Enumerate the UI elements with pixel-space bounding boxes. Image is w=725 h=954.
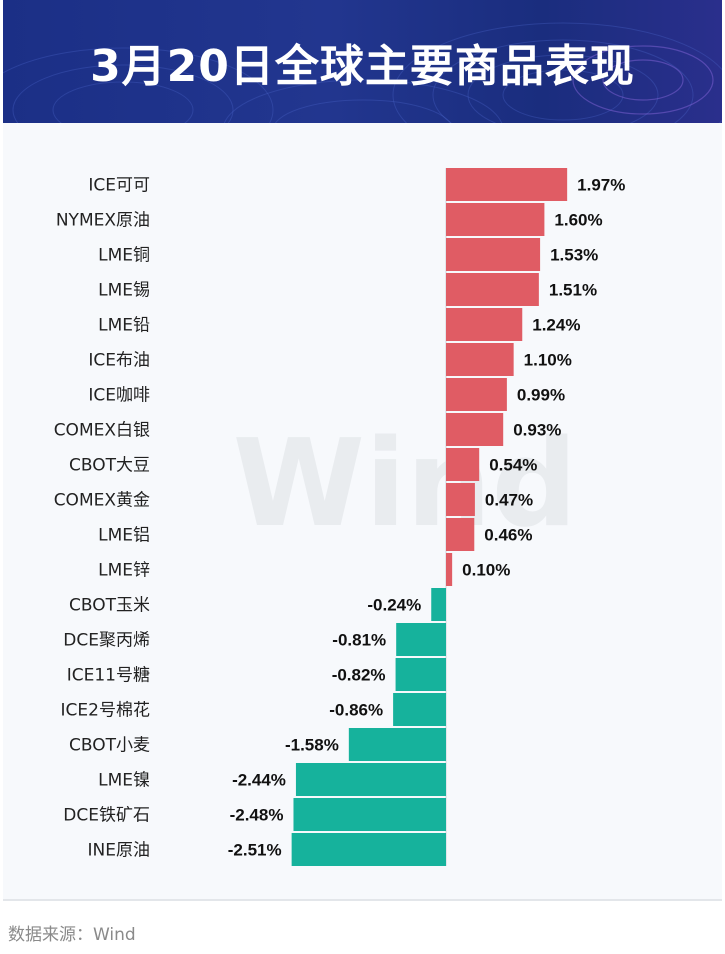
bar	[295, 763, 446, 796]
value-label: 1.53%	[550, 246, 598, 265]
value-label: 0.99%	[517, 386, 565, 405]
value-label: -2.51%	[228, 841, 282, 860]
category-label: LME铅	[98, 316, 150, 336]
value-label: 1.51%	[549, 281, 597, 300]
bar	[446, 448, 480, 481]
category-label: LME铝	[98, 526, 150, 546]
bar	[395, 658, 446, 691]
bar	[446, 308, 523, 341]
bar	[446, 238, 541, 271]
category-label: CBOT玉米	[69, 596, 150, 616]
value-label: -0.81%	[332, 631, 386, 650]
value-label: 0.93%	[513, 421, 561, 440]
category-label: DCE铁矿石	[63, 806, 150, 826]
bar	[291, 833, 446, 866]
bar	[446, 518, 475, 551]
bar	[446, 203, 545, 236]
category-label: ICE11号糖	[67, 666, 150, 686]
value-label: -1.58%	[285, 736, 339, 755]
category-label: NYMEX原油	[56, 211, 150, 231]
bar	[348, 728, 446, 761]
panel-divider	[3, 899, 722, 901]
bar	[446, 168, 568, 201]
category-label: COMEX黄金	[54, 491, 150, 511]
value-label: 0.46%	[484, 526, 532, 545]
value-label: -0.86%	[329, 701, 383, 720]
category-label: ICE咖啡	[88, 386, 150, 406]
bar	[431, 588, 446, 621]
title-banner: 3月20日全球主要商品表现	[3, 0, 722, 123]
bar	[446, 343, 514, 376]
bar	[446, 553, 453, 586]
category-label: COMEX白银	[54, 421, 150, 441]
value-label: 0.47%	[485, 491, 533, 510]
category-label: INE原油	[88, 841, 150, 861]
value-label: -0.24%	[367, 596, 421, 615]
value-label: -0.82%	[332, 666, 386, 685]
category-label: DCE聚丙烯	[63, 631, 150, 651]
value-label: -2.48%	[230, 806, 284, 825]
category-label: LME镍	[98, 771, 150, 791]
value-label: 1.10%	[524, 351, 572, 370]
bar	[446, 483, 475, 516]
category-label: ICE2号棉花	[61, 701, 150, 721]
category-label: CBOT小麦	[69, 736, 150, 756]
category-label: ICE可可	[88, 176, 150, 196]
bar	[446, 378, 507, 411]
value-label: -2.44%	[232, 771, 286, 790]
value-label: 1.60%	[554, 211, 602, 230]
category-label: LME锌	[98, 561, 150, 581]
value-label: 1.24%	[532, 316, 580, 335]
value-label: 0.10%	[462, 561, 510, 580]
value-label: 0.54%	[489, 456, 537, 475]
value-label: 1.97%	[577, 176, 625, 195]
category-label: CBOT大豆	[69, 456, 150, 476]
bar	[393, 693, 446, 726]
bar	[446, 273, 539, 306]
watermark: Wind	[233, 415, 578, 554]
category-label: LME锡	[98, 281, 150, 301]
bar	[396, 623, 446, 656]
contour-pattern	[3, 22, 722, 123]
category-label: ICE布油	[88, 351, 150, 371]
category-label: LME铜	[98, 246, 150, 266]
bar	[446, 413, 504, 446]
page-title: 3月20日全球主要商品表现	[90, 41, 635, 92]
source-note: 数据来源：Wind	[8, 925, 136, 945]
bar	[293, 798, 446, 831]
